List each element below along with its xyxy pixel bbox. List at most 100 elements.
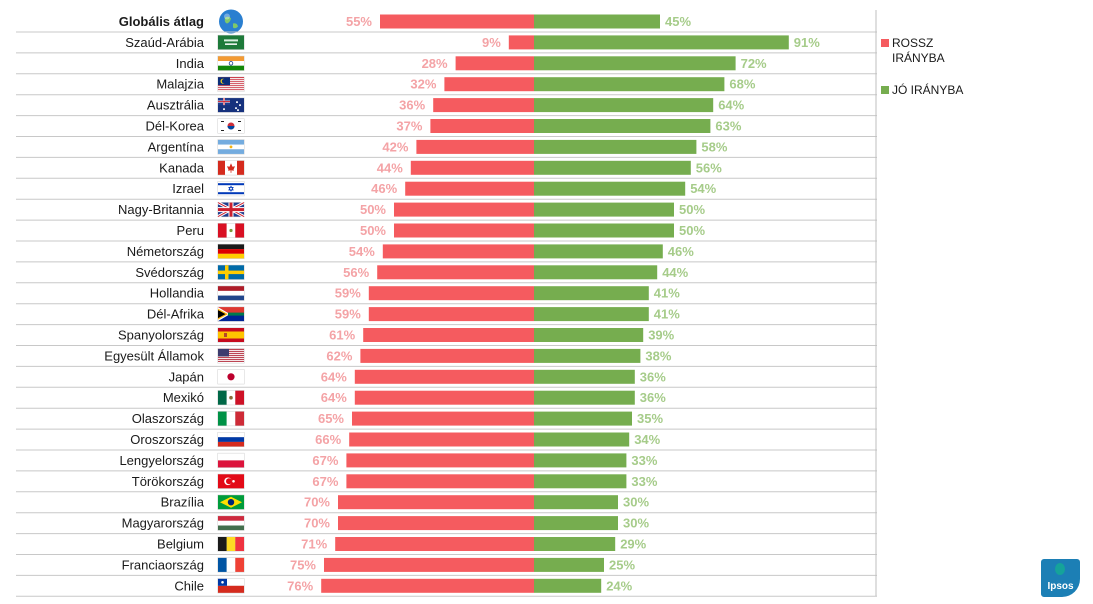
- bar-right-direction: [534, 516, 618, 531]
- bar-wrong-direction: [416, 139, 534, 154]
- flag-part: [226, 411, 236, 426]
- value-label-wrong: 75%: [290, 557, 316, 572]
- flag-part: [218, 81, 244, 83]
- value-label-right: 41%: [654, 286, 680, 301]
- flag-part: [230, 170, 232, 173]
- flag-part: [218, 348, 244, 350]
- flag-part: [218, 56, 244, 61]
- bar-right-direction: [534, 432, 630, 447]
- value-label-right: 36%: [640, 390, 666, 405]
- flag-part: [218, 349, 244, 351]
- country-label: Ausztrália: [147, 98, 205, 113]
- canada-flag-icon: [217, 160, 245, 176]
- value-label-right: 41%: [654, 307, 680, 322]
- germany-flag-icon: [217, 243, 245, 259]
- bar-wrong-direction: [368, 307, 534, 322]
- value-label-wrong: 71%: [301, 537, 327, 552]
- bar-right-direction: [534, 411, 632, 426]
- value-label-wrong: 55%: [346, 14, 372, 29]
- value-label-wrong: 54%: [349, 244, 375, 259]
- bar-wrong-direction: [346, 474, 534, 489]
- country-label: Svédország: [135, 265, 204, 280]
- value-label-wrong: 59%: [335, 286, 361, 301]
- bar-right-direction: [534, 202, 674, 217]
- flag-part: [218, 86, 244, 88]
- peru-flag-icon: [217, 223, 245, 238]
- japan-flag-icon: [217, 369, 245, 385]
- value-label-wrong: 36%: [399, 98, 425, 113]
- flag-part: [218, 361, 244, 363]
- country-label: Spanyolország: [118, 328, 204, 343]
- south-africa-flag-icon: [217, 306, 245, 322]
- flag-part: [218, 453, 244, 461]
- flag-part: [218, 253, 244, 259]
- flag-part: [218, 441, 244, 447]
- country-label: Globális átlag: [119, 14, 204, 29]
- malaysia-flag-icon: [217, 76, 245, 92]
- flag-part: [218, 516, 244, 521]
- value-label-right: 44%: [662, 265, 688, 280]
- bar-right-direction: [534, 139, 697, 154]
- country-label: Németország: [127, 244, 204, 259]
- flag-part: [224, 333, 227, 337]
- country-label: Dél-Korea: [145, 119, 204, 134]
- flag-part: [235, 411, 244, 426]
- flag-part: [218, 183, 244, 186]
- ipsos-logo-drop-icon: [1055, 563, 1065, 575]
- value-label-right: 30%: [623, 495, 649, 510]
- bar-right-direction: [534, 369, 635, 384]
- value-label-right: 25%: [609, 557, 635, 572]
- flag-part: [218, 88, 244, 90]
- bar-wrong-direction: [360, 348, 534, 363]
- flag-part: [218, 244, 244, 250]
- value-label-wrong: 61%: [329, 328, 355, 343]
- flag-part: [236, 101, 238, 104]
- flag-part: [218, 355, 244, 357]
- flag-part: [218, 90, 244, 92]
- value-label-wrong: 32%: [410, 77, 436, 92]
- hungary-flag-icon: [217, 515, 245, 531]
- value-label-right: 56%: [696, 160, 722, 175]
- flag-part: [218, 249, 244, 254]
- bar-wrong-direction: [508, 35, 534, 50]
- bar-wrong-direction: [430, 119, 534, 133]
- value-label-wrong: 37%: [396, 119, 422, 134]
- value-label-right: 54%: [690, 181, 716, 196]
- country-label: India: [176, 56, 205, 71]
- bar-wrong-direction: [363, 328, 534, 342]
- value-label-right: 36%: [640, 369, 666, 384]
- flag-part: [218, 328, 244, 332]
- flag-part: [225, 43, 237, 45]
- value-label-right: 34%: [634, 432, 660, 447]
- flag-part: [218, 356, 244, 358]
- value-label-right: 33%: [631, 474, 657, 489]
- globe-land: [224, 16, 238, 29]
- bar-wrong-direction: [321, 578, 534, 593]
- bar-wrong-direction: [324, 557, 534, 572]
- flag-part: [218, 352, 244, 354]
- flag-part: [235, 537, 244, 551]
- flag-part: [229, 228, 233, 233]
- flag-part: [218, 78, 244, 80]
- flag-part: [227, 126, 235, 130]
- flag-part: [226, 537, 236, 551]
- country-label: Oroszország: [130, 432, 204, 447]
- bar-right-direction: [534, 286, 649, 301]
- brazil-flag-icon: [217, 494, 245, 510]
- flag-part: [218, 77, 244, 79]
- flag-part: [228, 185, 234, 192]
- bar-wrong-direction: [380, 14, 534, 29]
- flag-part: [235, 557, 244, 572]
- value-label-right: 35%: [637, 411, 663, 426]
- flag-part: [228, 61, 234, 66]
- flag-part: [218, 360, 244, 362]
- flag-part: [218, 82, 244, 84]
- flag-part: [218, 525, 244, 531]
- value-label-wrong: 70%: [304, 495, 330, 510]
- flag-part: [218, 578, 244, 586]
- flag-part: [218, 310, 226, 319]
- value-label-right: 68%: [729, 77, 755, 92]
- globe-icon: [219, 9, 243, 34]
- value-label-right: 38%: [645, 348, 671, 363]
- flag-part: [229, 145, 233, 149]
